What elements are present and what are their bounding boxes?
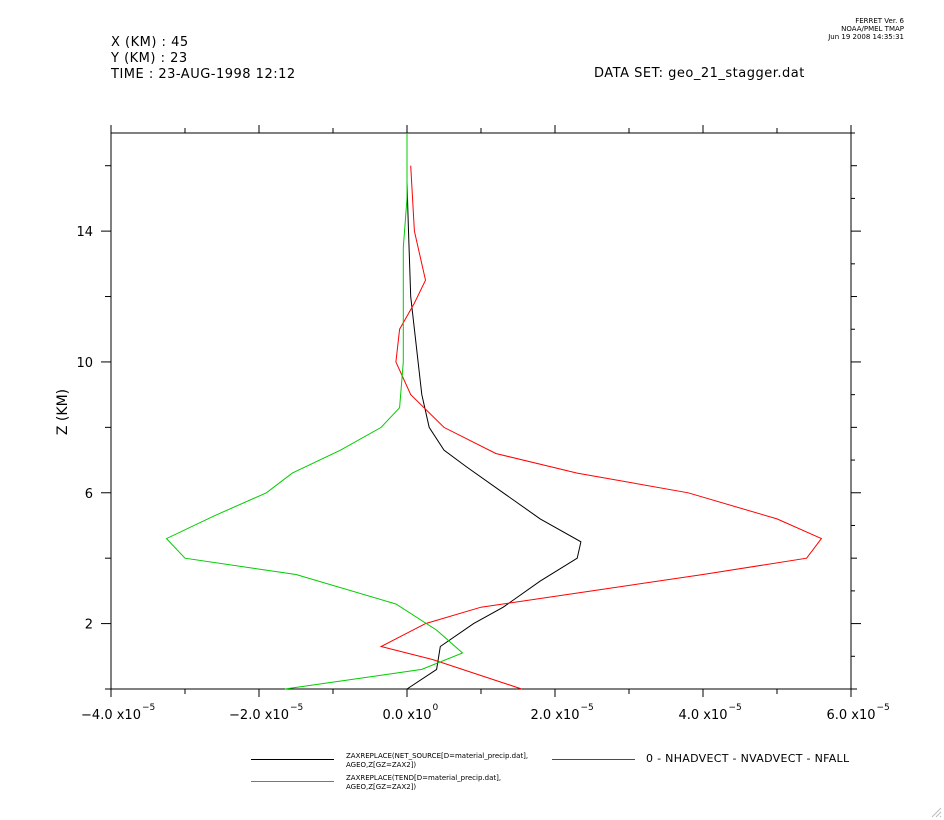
legend-tend-label: ZAXREPLACE(TEND[D=material_precip.dat], A… xyxy=(346,774,501,792)
x-tick-label: −2.0 x10 xyxy=(229,708,289,723)
y-coordinate-label: Y (KM) : 23 xyxy=(111,51,188,66)
x-tick-label: 4.0 x10 xyxy=(678,708,727,723)
legend-text-line: ZAXREPLACE(NET_SOURCE[D=material_precip.… xyxy=(346,752,529,760)
x-tick-exponent: −5 xyxy=(142,703,155,713)
tend-line xyxy=(165,133,464,690)
stamp-line-3: Jun 19 2008 14:35:31 xyxy=(828,33,904,41)
legend-text-line: AGEO,Z[GZ=ZAX2]) xyxy=(346,761,417,769)
legend-advection-fall-label: 0 - NHADVECT - NVADVECT - NFALL xyxy=(646,752,849,765)
x-tick-label: 0.0 x10 xyxy=(382,708,431,723)
x-tick-label: −4.0 x10 xyxy=(81,708,141,723)
x-tick-exponent: −5 xyxy=(877,703,890,713)
ferret-version-stamp: FERRET Ver. 6 NOAA/PMEL TMAP Jun 19 2008… xyxy=(828,17,904,41)
x-tick-label: 2.0 x10 xyxy=(530,708,579,723)
legend-tend-swatch xyxy=(251,781,334,782)
legend-text-line: AGEO,Z[GZ=ZAX2]) xyxy=(346,783,417,791)
time-label: TIME : 23-AUG-1998 12:12 xyxy=(111,67,296,82)
x-tick-exponent: −5 xyxy=(290,703,303,713)
legend-text-line: 0 - NHADVECT - NVADVECT - NFALL xyxy=(646,752,850,765)
y-tick-label: 6 xyxy=(85,487,93,502)
legend-advection-fall-swatch xyxy=(552,759,635,760)
x-tick-exponent: 0 xyxy=(433,703,439,713)
x-tick-exponent: −5 xyxy=(581,703,594,713)
net-source-line xyxy=(406,182,582,690)
x-tick-label: 6.0 x10 xyxy=(826,708,875,723)
dataset-label: DATA SET: geo_21_stagger.dat xyxy=(594,66,805,81)
y-tick-label: 2 xyxy=(85,618,93,633)
y-tick-label: 14 xyxy=(76,225,93,240)
plot-frame xyxy=(110,132,852,690)
stamp-line-1: FERRET Ver. 6 xyxy=(855,17,904,25)
stamp-line-2: NOAA/PMEL TMAP xyxy=(841,25,904,33)
legend-net-source-label: ZAXREPLACE(NET_SOURCE[D=material_precip.… xyxy=(346,752,528,770)
x-coordinate-label: X (KM) : 45 xyxy=(111,35,189,50)
x-tick-exponent: −5 xyxy=(729,703,742,713)
legend-net-source-swatch xyxy=(251,759,334,760)
y-tick-label: 10 xyxy=(76,356,93,371)
advection-fall-line xyxy=(379,165,823,690)
legend-text-line: ZAXREPLACE(TEND[D=material_precip.dat], xyxy=(346,774,502,782)
resize-grip-icon[interactable] xyxy=(930,806,942,818)
y-axis-label: Z (KM) xyxy=(55,389,71,435)
